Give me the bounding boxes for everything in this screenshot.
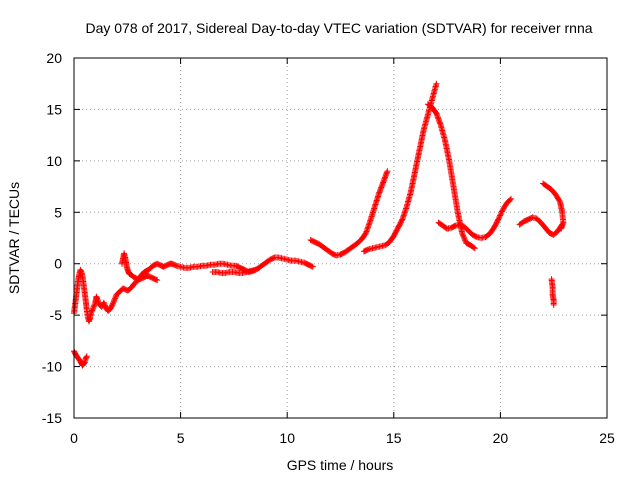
- x-axis-label: GPS time / hours: [287, 457, 394, 473]
- data-point: [95, 299, 102, 306]
- y-tick-label: 0: [54, 256, 62, 272]
- data-point: [459, 229, 466, 236]
- data-point: [498, 209, 505, 216]
- chart-title: Day 078 of 2017, Sidereal Day-to-day VTE…: [85, 20, 592, 36]
- data-point: [508, 195, 515, 202]
- data-point: [101, 302, 108, 309]
- data-point: [100, 299, 107, 306]
- data-point: [90, 304, 97, 311]
- data-point: [462, 237, 469, 244]
- axis-ticks: 0 5 10 15 20 25 -15 -10 -5 0 5 10 15 20: [42, 50, 615, 446]
- data-point: [384, 168, 391, 175]
- data-point: [460, 233, 467, 240]
- y-tick-label: -10: [42, 359, 62, 375]
- y-tick-label: -5: [50, 307, 63, 323]
- data-point: [252, 266, 259, 273]
- data-point: [398, 217, 405, 224]
- y-axis-label: SDTVAR / TECUs: [6, 182, 22, 294]
- data-point: [459, 231, 466, 238]
- data-point: [550, 301, 557, 308]
- data-point: [496, 213, 503, 220]
- data-point: [91, 301, 98, 308]
- data-point: [433, 80, 440, 87]
- data-point: [154, 277, 161, 284]
- y-tick-label: 20: [46, 50, 62, 66]
- y-tick-label: 15: [46, 101, 62, 117]
- data-point: [470, 244, 477, 251]
- data-point: [110, 298, 117, 304]
- data-point: [308, 263, 315, 270]
- data-point: [94, 296, 101, 303]
- data-point: [460, 232, 467, 239]
- data-point: [88, 310, 95, 317]
- data-point: [89, 306, 96, 313]
- grid: [74, 58, 607, 418]
- data-point: [558, 225, 565, 232]
- plot-frame: [73, 57, 608, 419]
- data-point: [94, 298, 101, 304]
- data-point: [88, 308, 95, 315]
- data-point: [109, 301, 116, 308]
- x-tick-label: 20: [493, 430, 509, 446]
- x-tick-label: 15: [386, 430, 402, 446]
- x-tick-label: 10: [279, 430, 295, 446]
- data-point: [112, 294, 119, 301]
- data-point: [91, 302, 98, 309]
- data-point: [90, 303, 97, 310]
- data-point: [111, 296, 118, 303]
- y-tick-label: 10: [46, 153, 62, 169]
- data-point: [495, 215, 502, 222]
- data-point: [506, 196, 513, 203]
- data-point: [112, 295, 119, 302]
- data-point: [101, 301, 108, 308]
- data-point: [153, 276, 160, 283]
- data-point: [498, 208, 505, 215]
- data-point: [309, 263, 316, 270]
- data-point: [495, 216, 502, 223]
- y-tick-label: -15: [42, 410, 62, 426]
- data-point: [83, 353, 90, 360]
- x-tick-label: 5: [177, 430, 185, 446]
- data-point: [83, 354, 90, 361]
- data-point: [471, 245, 478, 252]
- data-point: [461, 235, 468, 241]
- data-point: [110, 299, 117, 306]
- x-tick-label: 0: [70, 430, 78, 446]
- data-point: [461, 236, 468, 243]
- data-point: [89, 307, 96, 314]
- y-tick-label: 5: [54, 204, 62, 220]
- data-series-sdtvar: [71, 80, 567, 369]
- data-point: [497, 212, 504, 219]
- x-tick-label: 25: [599, 430, 615, 446]
- data-point: [109, 300, 116, 307]
- data-point: [497, 211, 504, 218]
